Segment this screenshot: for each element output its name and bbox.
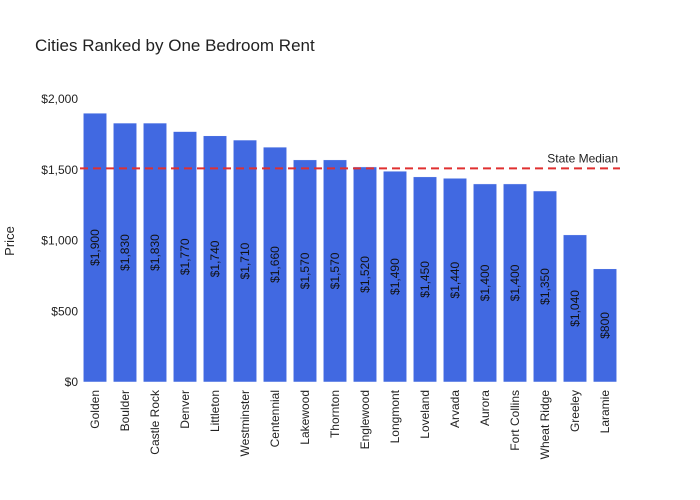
x-tick-label: Lakewood bbox=[298, 390, 312, 445]
reference-line-group: State Median bbox=[80, 151, 620, 170]
bar-data-label: $1,740 bbox=[208, 240, 222, 277]
x-tick-label: Littleton bbox=[208, 390, 222, 432]
y-axis-label: Price bbox=[2, 226, 17, 256]
bar-data-label: $1,830 bbox=[148, 234, 162, 271]
bar-data-label: $1,450 bbox=[418, 261, 432, 298]
bar bbox=[353, 166, 377, 383]
state-median-label: State Median bbox=[547, 151, 618, 165]
bar-data-label: $1,830 bbox=[118, 234, 132, 271]
bar-data-label: $1,040 bbox=[568, 290, 582, 327]
x-tick-label: Denver bbox=[178, 390, 192, 429]
x-tick-label: Loveland bbox=[418, 390, 432, 439]
bar bbox=[323, 159, 347, 383]
x-tick-label: Boulder bbox=[118, 390, 132, 431]
bar bbox=[473, 183, 497, 383]
bar bbox=[293, 159, 317, 383]
bar-data-label: $1,770 bbox=[178, 238, 192, 275]
y-tick-label: $500 bbox=[51, 304, 78, 318]
bar bbox=[383, 170, 407, 383]
bar-data-label: $1,350 bbox=[538, 268, 552, 305]
bar-labels-group: $1,900 $1,830 $1,830 $1,770 $1,740 $1,710 $1,6… bbox=[88, 229, 612, 339]
bar-data-label: $1,660 bbox=[268, 246, 282, 283]
bar-data-label: $1,520 bbox=[358, 256, 372, 293]
chart-title: Cities Ranked by One Bedroom Rent bbox=[35, 36, 315, 55]
bar-data-label: $1,490 bbox=[388, 258, 402, 295]
x-tick-label: Golden bbox=[88, 390, 102, 429]
bar-data-label: $1,570 bbox=[328, 252, 342, 289]
x-tick-label: Thornton bbox=[328, 390, 342, 438]
bar-data-label: $1,710 bbox=[238, 242, 252, 279]
x-tick-label: Centennial bbox=[268, 390, 282, 447]
bar bbox=[503, 183, 527, 383]
bar bbox=[173, 131, 197, 383]
x-tick-label: Fort Collins bbox=[508, 390, 522, 451]
y-tick-label: $1,000 bbox=[41, 234, 78, 248]
bar bbox=[413, 176, 437, 383]
bar bbox=[143, 122, 167, 383]
bar-data-label: $1,400 bbox=[508, 264, 522, 301]
bar bbox=[203, 135, 227, 383]
x-tick-label: Arvada bbox=[448, 390, 462, 428]
x-tick-label: Castle Rock bbox=[148, 389, 162, 455]
bar bbox=[113, 122, 137, 383]
bar bbox=[233, 139, 257, 383]
x-tick-label: Greeley bbox=[568, 390, 582, 432]
x-tick-label: Westminster bbox=[238, 390, 252, 456]
y-axis-ticks: $0 $500 $1,000 $1,500 $2,000 bbox=[41, 92, 78, 389]
bar-data-label: $1,440 bbox=[448, 261, 462, 298]
y-tick-label: $2,000 bbox=[41, 92, 78, 106]
bar-data-label: $1,400 bbox=[478, 264, 492, 301]
bars-group bbox=[83, 112, 617, 383]
x-tick-label: Laramie bbox=[598, 390, 612, 434]
bar bbox=[593, 268, 617, 383]
bar bbox=[83, 112, 107, 383]
y-tick-label: $0 bbox=[65, 375, 79, 389]
x-tick-label: Longmont bbox=[388, 389, 402, 443]
bar bbox=[533, 190, 557, 383]
bar-data-label: $1,900 bbox=[88, 229, 102, 266]
bar-data-label: $1,570 bbox=[298, 252, 312, 289]
x-tick-label: Aurora bbox=[478, 390, 492, 426]
x-axis-ticks: Golden Boulder Castle Rock Denver Littleton W… bbox=[88, 389, 612, 459]
bar bbox=[443, 177, 467, 383]
y-tick-label: $1,500 bbox=[41, 163, 78, 177]
x-tick-label: Englewood bbox=[358, 390, 372, 449]
bar bbox=[563, 234, 587, 383]
x-tick-label: Wheat Ridge bbox=[538, 390, 552, 460]
bar bbox=[263, 146, 287, 383]
bar-data-label: $800 bbox=[598, 312, 612, 339]
